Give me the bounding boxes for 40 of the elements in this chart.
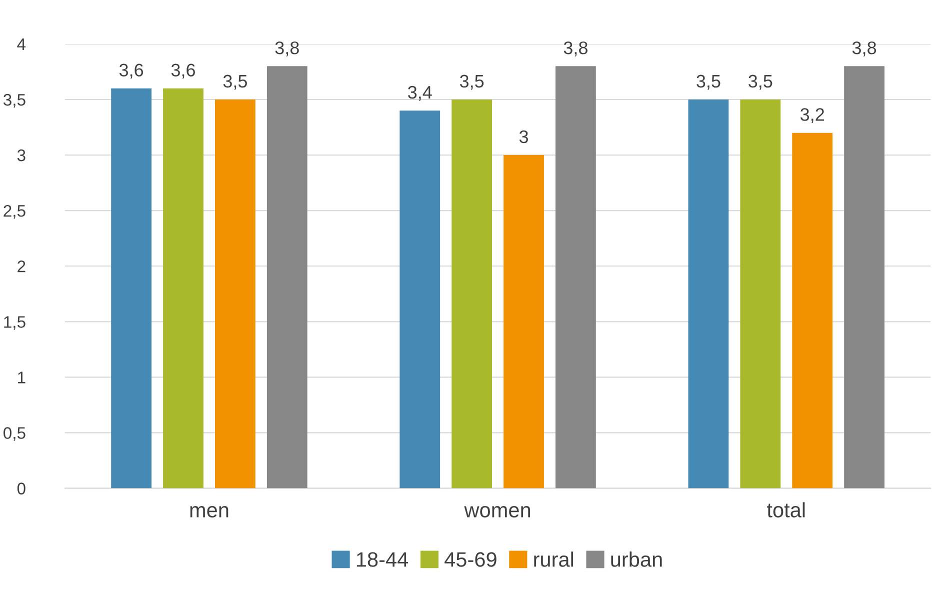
y-tick-label: 1,5 [4, 316, 26, 330]
data-label: 3,5 [223, 74, 247, 90]
y-tick-label: 0 [17, 482, 26, 494]
x-tick-label: total [766, 502, 805, 518]
bar [504, 155, 544, 488]
bar [792, 132, 833, 488]
data-label: 3,8 [275, 41, 299, 56]
data-label: 3,5 [460, 74, 484, 90]
bar [556, 66, 596, 488]
y-tick-label: 3 [17, 149, 26, 162]
y-tick-label: 3,5 [4, 94, 26, 108]
legend-label: urban [611, 552, 662, 567]
data-label: 3,5 [696, 74, 720, 90]
bar [266, 66, 308, 488]
y-tick-label: 2,5 [4, 204, 26, 219]
bar [844, 66, 884, 488]
y-tick-label: 4 [17, 38, 26, 50]
x-tick-label: men [190, 506, 228, 518]
data-label: 3,8 [852, 41, 876, 56]
data-label: 3,2 [800, 108, 824, 124]
data-label: 3,4 [408, 86, 432, 101]
bar [400, 110, 440, 488]
x-tick-label: women [464, 506, 530, 518]
bar [163, 88, 204, 488]
bar [452, 99, 492, 488]
legend-label: 45-69 [444, 552, 496, 567]
legend-label: 18-44 [356, 552, 408, 567]
data-label: 3,8 [564, 41, 588, 56]
bar [214, 99, 256, 488]
y-tick-label: 1 [18, 372, 26, 384]
bar [111, 88, 152, 488]
bar [688, 99, 729, 488]
bar [740, 99, 781, 488]
data-label: 3,6 [119, 64, 144, 79]
legend-label: rural [534, 552, 574, 567]
data-label: 3,6 [171, 64, 195, 79]
y-tick-label: 0,5 [4, 427, 26, 441]
data-label: 3 [519, 130, 528, 144]
data-label: 3,5 [748, 74, 772, 90]
y-tick-label: 2 [18, 260, 26, 272]
